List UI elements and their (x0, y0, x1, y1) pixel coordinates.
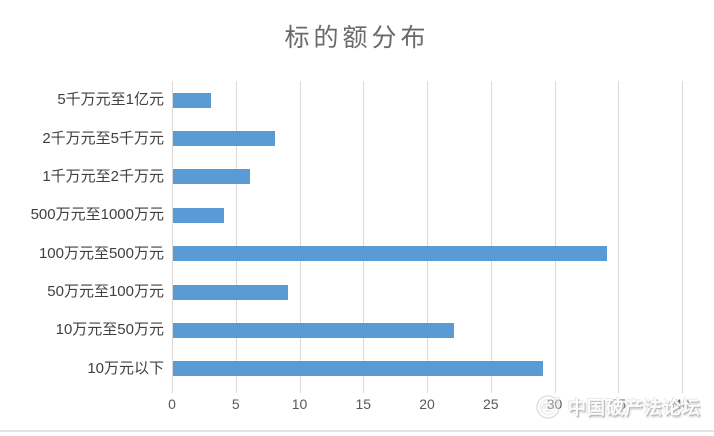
plot-area (172, 81, 683, 393)
bar (173, 284, 288, 300)
axis-tick (427, 388, 428, 393)
gridline (363, 81, 365, 388)
axis-tick (490, 388, 492, 393)
gridline (235, 81, 237, 388)
category-label: 500万元至1000万元 (30, 206, 164, 224)
axis-tick (618, 388, 620, 393)
bar (173, 207, 224, 223)
category-label: 50万元至100万元 (47, 283, 164, 301)
category-label: 10万元至50万元 (55, 321, 164, 339)
bar (173, 361, 543, 377)
bar (173, 246, 607, 262)
gridline (682, 81, 683, 388)
watermark: 中国破产法论坛 (534, 392, 701, 422)
category-axis-line (172, 81, 173, 388)
axis-tick (299, 388, 301, 393)
value-tick-label: 0 (168, 396, 176, 412)
gridline (618, 81, 620, 388)
value-tick-label: 15 (355, 396, 372, 412)
bar (173, 131, 275, 147)
chart-title: 标的额分布 (284, 25, 430, 52)
value-tick-label: 5 (231, 396, 240, 412)
axis-tick (554, 388, 556, 393)
bottom-divider (0, 430, 714, 432)
category-label: 2千万元至5千万元 (42, 129, 164, 147)
value-tick-label: 35 (610, 396, 627, 412)
category-label: 10万元以下 (87, 359, 164, 377)
category-label: 1千万元至2千万元 (42, 167, 164, 185)
forum-seal-icon (536, 395, 561, 419)
watermark-text: 中国破产法论坛 (568, 398, 701, 418)
category-label: 5千万元至1亿元 (57, 91, 164, 109)
bar (173, 169, 250, 185)
category-label: 100万元至500万元 (38, 244, 164, 262)
gridline (554, 81, 556, 388)
bar (173, 322, 454, 338)
gridline (427, 81, 428, 388)
axis-tick (363, 388, 365, 393)
value-tick-label: 20 (419, 396, 435, 412)
value-tick-label: 10 (291, 396, 308, 412)
axis-tick (682, 388, 683, 393)
value-tick-label: 40 (674, 396, 690, 412)
value-tick-label: 25 (482, 396, 499, 412)
bar (173, 92, 212, 108)
gridline (490, 81, 492, 388)
axis-tick (235, 388, 237, 393)
axis-tick (172, 388, 173, 393)
gridline (299, 81, 301, 388)
